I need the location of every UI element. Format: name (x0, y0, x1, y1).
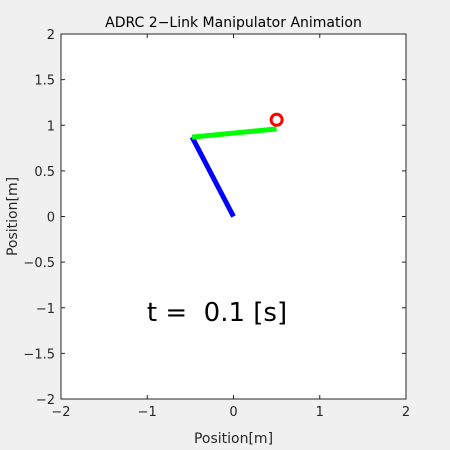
chart-title: ADRC 2−Link Manipulator Animation (105, 15, 362, 31)
target-marker (269, 112, 284, 127)
y-axis-label: Position[m] (5, 177, 21, 256)
y-tick-label: 2 (47, 28, 55, 43)
x-axis-label: Position[m] (194, 431, 273, 447)
y-tick-label: −2 (36, 393, 55, 408)
marks-layer (189, 112, 284, 218)
y-tick-label: 1.5 (34, 74, 55, 89)
y-tick-label: 0.5 (34, 165, 55, 180)
ticks-layer: −2 −1 0 1 2 −2 −1.5 −1 −0.5 0 0.5 1 1.5 2 (23, 28, 410, 420)
time-annotation: t = 0.1 [s] (147, 298, 287, 328)
x-tick-label: 2 (402, 405, 410, 420)
y-tick-label: 0 (47, 211, 55, 226)
link-2-line (191, 126, 277, 140)
y-tick-label: −1 (36, 302, 55, 317)
x-tick-label: 1 (316, 405, 324, 420)
y-tick-label: 1 (47, 119, 55, 134)
y-tick-label: −0.5 (23, 256, 55, 271)
x-tick-label: 0 (229, 405, 237, 420)
x-tick-label: −1 (138, 405, 157, 420)
y-tick-label: −1.5 (23, 347, 55, 362)
x-tick-label: −2 (51, 405, 70, 420)
link-1-line (189, 135, 236, 218)
